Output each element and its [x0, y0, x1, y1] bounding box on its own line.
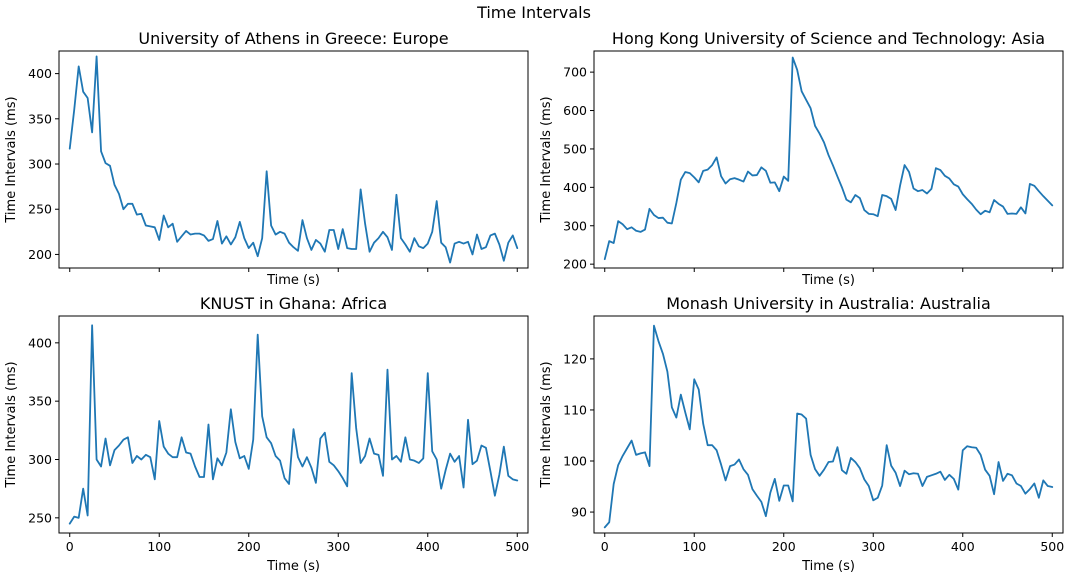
- y-tick-label: 350: [28, 394, 52, 409]
- axes-frame: [593, 315, 1064, 534]
- y-tick-label: 300: [563, 218, 587, 233]
- series-line: [68, 324, 519, 525]
- y-tick-label: 600: [563, 103, 587, 118]
- y-axis-label: Time Intervals (ms): [539, 96, 554, 223]
- y-tick-label: 200: [28, 247, 52, 262]
- y-tick-label: 300: [28, 452, 52, 467]
- series-line: [603, 324, 1054, 529]
- chart-title: Monash University in Australia: Australi…: [666, 294, 991, 313]
- chart-title: KNUST in Ghana: Africa: [200, 294, 387, 313]
- y-tick-label: 250: [28, 510, 52, 525]
- x-tick-label: 300: [861, 539, 885, 554]
- x-tick-label: 300: [326, 539, 350, 554]
- chart-panel-2: Hong Kong University of Science and Tech…: [539, 29, 1064, 288]
- y-tick-label: 500: [563, 141, 587, 156]
- x-tick-label: 100: [682, 539, 706, 554]
- y-tick-label: 120: [563, 351, 587, 366]
- x-tick-label: 0: [601, 539, 609, 554]
- y-axis-label: Time Intervals (ms): [539, 361, 554, 488]
- figure-title: Time Intervals: [476, 3, 591, 22]
- y-tick-label: 350: [28, 111, 52, 126]
- y-tick-label: 250: [28, 202, 52, 217]
- x-axis-label: Time (s): [266, 559, 320, 574]
- axes-frame: [58, 50, 529, 269]
- x-tick-label: 100: [147, 539, 171, 554]
- chart-title: University of Athens in Greece: Europe: [138, 29, 448, 48]
- axes-frame: [593, 50, 1064, 269]
- x-tick-label: 200: [237, 539, 261, 554]
- x-tick-label: 400: [951, 539, 975, 554]
- y-tick-label: 700: [563, 65, 587, 80]
- x-tick-label: 200: [772, 539, 796, 554]
- x-axis-label: Time (s): [266, 273, 320, 288]
- x-tick-label: 0: [66, 539, 74, 554]
- y-axis-label: Time Intervals (ms): [4, 96, 19, 223]
- y-tick-label: 400: [563, 180, 587, 195]
- series-line: [603, 56, 1054, 261]
- chart-panel-3: KNUST in Ghana: Africa 0 100 200 300 400 500 25…: [4, 294, 529, 574]
- x-tick-label: 500: [1040, 539, 1064, 554]
- x-axis-label: Time (s): [801, 273, 855, 288]
- chart-panel-4: Monash University in Australia: Australi…: [539, 294, 1064, 574]
- y-axis-label: Time Intervals (ms): [4, 361, 19, 488]
- y-tick-label: 90: [571, 505, 587, 520]
- y-tick-label: 110: [563, 402, 587, 417]
- y-tick-label: 300: [28, 157, 52, 172]
- x-tick-label: 400: [416, 539, 440, 554]
- x-tick-label: 500: [505, 539, 529, 554]
- y-tick-label: 400: [28, 335, 52, 350]
- y-tick-label: 100: [563, 454, 587, 469]
- series-line: [68, 55, 519, 264]
- chart-panel-1: University of Athens in Greece: Europe 20…: [4, 29, 529, 288]
- axes-frame: [58, 315, 529, 534]
- y-tick-label: 400: [28, 66, 52, 81]
- y-tick-label: 200: [563, 257, 587, 272]
- chart-title: Hong Kong University of Science and Tech…: [612, 29, 1045, 48]
- x-axis-label: Time (s): [801, 559, 855, 574]
